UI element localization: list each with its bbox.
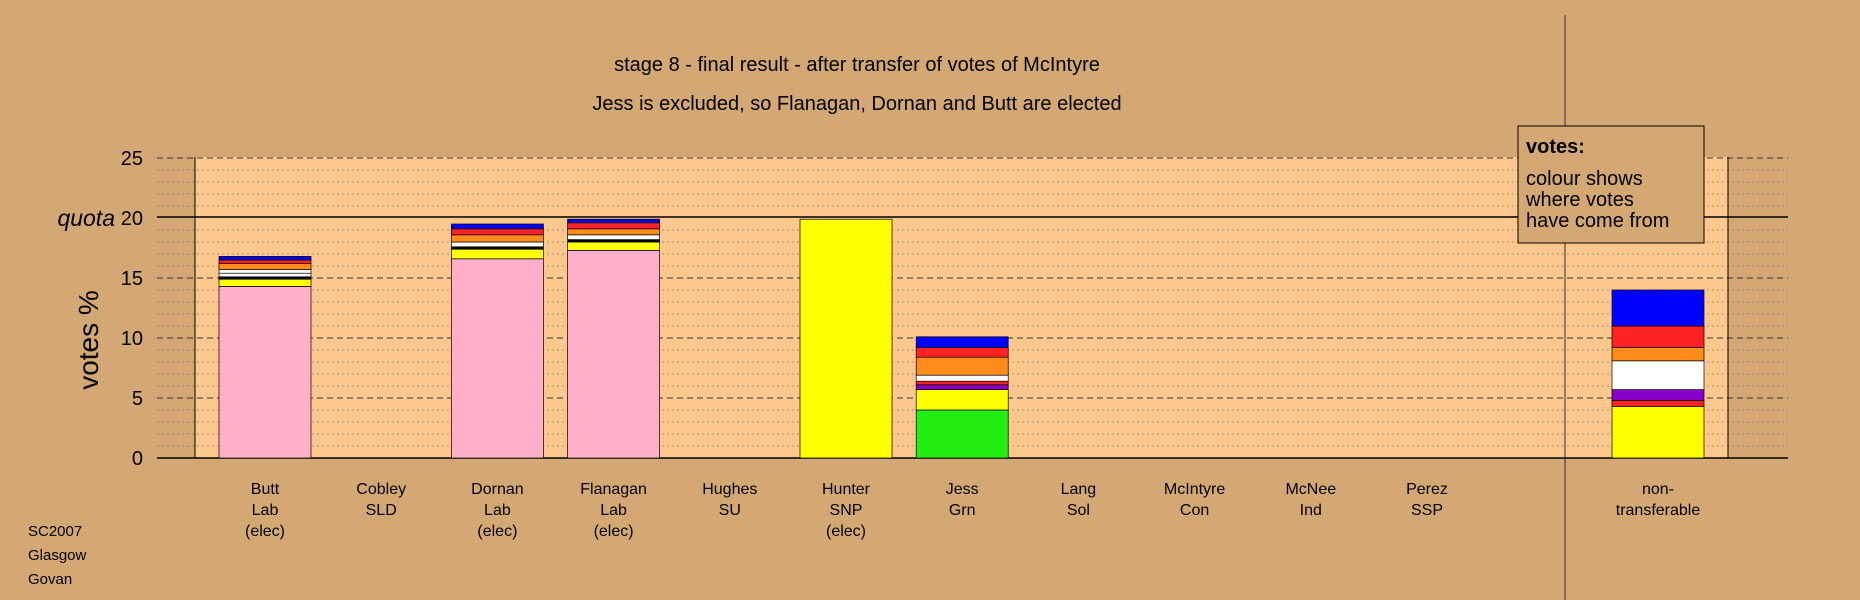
bar-segment (218, 278, 312, 287)
x-tick-label: Hughes (702, 481, 757, 498)
bar-segment (567, 250, 660, 459)
bar-segment (1611, 347, 1705, 362)
bar-segment (218, 272, 312, 278)
bar-segment (451, 246, 544, 250)
x-tick-label: McNee (1285, 481, 1336, 498)
x-tick-label: (elec) (477, 523, 517, 540)
bar-segment (915, 380, 1009, 386)
bar-segment (451, 258, 544, 459)
x-tick-label: (elec) (826, 523, 866, 540)
bar-segment (567, 239, 660, 243)
legend-title: votes: (1526, 136, 1585, 158)
x-tick-label: SSP (1411, 502, 1443, 519)
bar-segment (218, 286, 312, 459)
bar-segment (1611, 400, 1705, 407)
bar-segment (567, 218, 660, 224)
x-tick-label: SU (719, 502, 741, 519)
bar-segment (218, 263, 312, 270)
bar-segment (915, 409, 1009, 459)
bar-segment (567, 222, 660, 230)
bar-segment (1611, 325, 1705, 348)
x-tick-label: Grn (949, 502, 976, 519)
legend: votes: colour shows where votes have com… (1517, 125, 1705, 244)
bar-segment (451, 234, 544, 243)
y-tick-label: 25 (121, 148, 143, 170)
quota-label: quota (57, 205, 115, 231)
bar-segment (1611, 360, 1705, 390)
bar-segment (799, 218, 893, 459)
x-tick-label: Jess (946, 481, 979, 498)
x-tick-label: Butt (251, 481, 280, 498)
x-tick-label: SNP (830, 502, 863, 519)
x-tick-label: Lab (600, 502, 627, 519)
corner-text-3: Govan (28, 571, 72, 588)
bar-segment (1611, 389, 1705, 401)
bar-segment (567, 228, 660, 236)
bar-segment (218, 269, 312, 274)
bar-segment (218, 256, 312, 261)
bar-segment (451, 241, 544, 248)
x-tick-label: (elec) (245, 523, 285, 540)
y-tick-label: 10 (121, 328, 143, 350)
y-axis-label: votes % (73, 290, 104, 390)
x-tick-label: Perez (1406, 481, 1448, 498)
y-tick-label: 15 (121, 268, 143, 290)
x-tick-label: SLD (366, 502, 397, 519)
grid-lines (157, 157, 1788, 447)
x-tick-label: Lab (484, 502, 511, 519)
y-tick-labels: 0 5 10 15 20 25 (121, 148, 143, 470)
bar-segment (218, 276, 312, 280)
plot-area-right-margin (1728, 157, 1788, 458)
y-tick-label: 5 (132, 388, 143, 410)
x-tick-label: Hunter (822, 481, 871, 498)
bar-segment (567, 241, 660, 251)
bar-segment (915, 389, 1009, 411)
chart-subtitle: Jess is excluded, so Flanagan, Dornan an… (592, 93, 1121, 115)
legend-line-2: where votes (1525, 189, 1634, 211)
x-tick-label: Cobley (356, 481, 406, 498)
bar-segment (915, 384, 1009, 390)
bar-segment (451, 223, 544, 230)
bar-segment (915, 356, 1009, 376)
x-tick-label: Ind (1300, 502, 1322, 519)
bar-segment (915, 336, 1009, 348)
x-tick-label: Lab (252, 502, 279, 519)
x-tick-label: (elec) (594, 523, 634, 540)
y-tick-label: 20 (121, 208, 143, 230)
x-tick-label: Lang (1061, 481, 1097, 498)
x-tick-label: Sol (1067, 502, 1090, 519)
y-tick-label: 0 (132, 448, 143, 470)
x-tick-labels: Butt Lab (elec) Cobley SLD Dornan Lab (elec) Fla… (245, 481, 1700, 540)
bar-segment (915, 347, 1009, 358)
x-tick-label: McIntyre (1164, 481, 1225, 498)
bar-segment (451, 228, 544, 236)
chart-title: stage 8 - final result - after transfer … (614, 54, 1100, 76)
x-tick-label: Con (1180, 502, 1209, 519)
corner-text-1: SC2007 (28, 523, 82, 540)
bar-segment (915, 374, 1009, 382)
bar-segment (451, 248, 544, 260)
x-tick-label: transferable (1616, 502, 1701, 519)
x-tick-label: Flanagan (580, 481, 647, 498)
x-tick-label: non- (1642, 481, 1674, 498)
bar-segment (567, 234, 660, 240)
legend-box (1517, 125, 1705, 244)
legend-line-3: have come from (1526, 210, 1669, 232)
corner-text-2: Glasgow (28, 547, 87, 564)
x-tick-label: Dornan (471, 481, 523, 498)
bar-segment (1611, 289, 1705, 327)
legend-line-1: colour shows (1526, 168, 1643, 190)
bar-segment (218, 259, 312, 264)
bar-segment (1611, 406, 1705, 459)
plot-area-left-margin (157, 157, 195, 458)
bars-group (218, 218, 1705, 459)
